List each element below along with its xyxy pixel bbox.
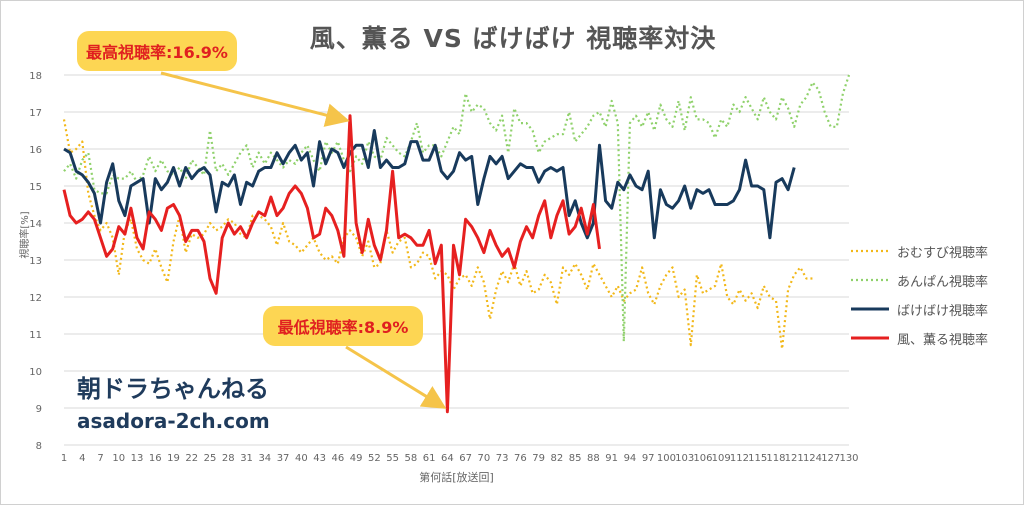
x-tick-label: 121 [785,453,804,464]
x-tick-label: 94 [624,453,637,464]
legend-swatch [851,336,889,340]
legend-label: 風、薫る視聴率 [897,332,989,348]
x-tick-label: 73 [496,453,509,464]
watermark-name: 朝ドラちゃんねる [77,375,269,403]
y-tick-label: 11 [29,330,42,341]
max-callout: 最高視聴率:16.9% [77,31,237,71]
x-tick-label: 115 [748,453,767,464]
min-arrow [345,345,447,409]
legend-item: ばけばけ視聴率 [849,299,1024,319]
x-tick-label: 100 [657,453,676,464]
x-tick-label: 28 [222,453,235,464]
y-tick-label: 18 [29,71,42,82]
legend-item: あんぱん視聴率 [849,270,1024,290]
x-tick-label: 34 [258,453,271,464]
legend-swatch [851,278,889,282]
x-tick-label: 82 [551,453,564,464]
legend-label: あんぱん視聴率 [897,274,989,290]
legend-item: おむすび視聴率 [849,241,1024,261]
y-tick-label: 17 [29,108,42,119]
x-tick-label: 70 [478,453,491,464]
legend-label: ばけばけ視聴率 [897,303,989,319]
x-tick-label: 61 [423,453,436,464]
chart-title: 風、薫る VS ばけばけ 視聴率対決 [309,24,717,53]
series-line-1 [63,74,851,343]
y-tick-label: 9 [36,404,42,415]
x-tick-label: 46 [331,453,344,464]
legend-item: 風、薫る視聴率 [849,328,1024,348]
y-tick-label: 10 [29,367,42,378]
x-tick-label: 97 [642,453,655,464]
x-tick-label: 1 [61,453,67,464]
x-tick-label: 37 [277,453,290,464]
x-tick-label: 118 [766,453,785,464]
y-tick-label: 12 [29,293,42,304]
x-tick-label: 4 [79,453,85,464]
x-tick-label: 58 [404,453,417,464]
x-tick-label: 64 [441,453,454,464]
series-line-3 [62,114,601,414]
x-tick-label: 55 [386,453,399,464]
legend-swatch [851,307,889,311]
x-tick-label: 109 [712,453,731,464]
x-tick-label: 76 [514,453,527,464]
x-tick-label: 43 [313,453,326,464]
y-axis-label: 視聴率[%] [18,211,31,258]
series-line-0 [62,119,813,350]
y-tick-label: 13 [29,256,42,267]
x-tick-label: 40 [295,453,308,464]
y-tick-label: 14 [29,219,42,230]
x-tick-label: 19 [167,453,180,464]
min-callout: 最低視聴率:8.9% [263,306,423,346]
x-tick-label: 22 [185,453,198,464]
y-tick-label: 16 [29,145,42,156]
watermark-url: asadora-2ch.com [77,409,270,433]
x-tick-label: 67 [459,453,472,464]
x-tick-label: 103 [675,453,694,464]
x-tick-label: 52 [368,453,381,464]
x-axis-label: 第何話[放送回] [419,470,494,484]
x-tick-label: 10 [112,453,125,464]
x-tick-label: 127 [821,453,840,464]
max-arrow [160,71,350,127]
x-tick-label: 25 [204,453,217,464]
x-tick-label: 85 [569,453,582,464]
x-tick-label: 79 [532,453,545,464]
legend-swatch [851,249,889,253]
x-tick-label: 112 [730,453,749,464]
x-tick-label: 7 [97,453,103,464]
x-tick-label: 49 [350,453,363,464]
x-tick-label: 91 [605,453,618,464]
x-tick-label: 106 [693,453,712,464]
x-tick-label: 124 [803,453,822,464]
x-tick-label: 13 [131,453,144,464]
legend-label: おむすび視聴率 [897,245,989,261]
x-tick-label: 16 [149,453,162,464]
y-tick-label: 8 [36,441,42,452]
y-tick-label: 15 [29,182,42,193]
x-tick-label: 130 [839,453,858,464]
x-tick-label: 88 [587,453,600,464]
series-line-2 [63,129,796,240]
x-tick-label: 31 [240,453,253,464]
